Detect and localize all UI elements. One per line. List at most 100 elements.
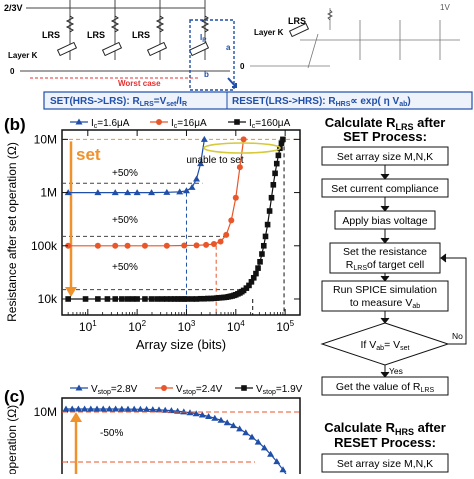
data-point (193, 296, 200, 302)
data-point (280, 136, 286, 143)
data-point (229, 422, 237, 429)
data-point (112, 242, 119, 249)
legend-label: Ic=16μA (171, 118, 207, 130)
arrow-icon (227, 77, 237, 88)
data-point (129, 296, 136, 302)
series-line-1 (68, 139, 245, 247)
yes-label: Yes (389, 366, 403, 376)
formula-set: SET(HRS->LRS): RLRS=Vset/IR (50, 96, 187, 108)
right-layer-label: Layer K (254, 28, 284, 37)
y-axis-label: Resistance after set operation (Ω) (5, 142, 19, 322)
right-1v-label: 1V (440, 3, 450, 12)
data-point (201, 295, 208, 302)
flow1-step5a: Run SPICE simulation (333, 284, 437, 296)
data-point (188, 183, 196, 190)
data-point (257, 258, 263, 265)
data-point (278, 140, 285, 146)
panel-c-curve-blue (66, 408, 290, 479)
data-point (124, 405, 132, 412)
data-point (148, 296, 155, 302)
pct-label-3: +50% (112, 262, 138, 273)
data-point (217, 416, 225, 423)
data-point (266, 208, 273, 214)
up-arrow-icon (70, 412, 82, 422)
flow1-step4b: RLRSof target cell (346, 259, 424, 272)
data-point (93, 405, 101, 412)
data-point (253, 270, 259, 277)
data-point (228, 217, 235, 224)
panel-c-frame (61, 397, 301, 479)
data-point (223, 231, 230, 238)
data-point (65, 296, 71, 302)
panel-c: (c) Vstop=2.8V Vstop=2.4V Vstop=1.9V 10M o… (4, 384, 303, 479)
flow1-step4a: Set the resistance (343, 246, 427, 258)
flow1-step5b: to measure Vab (350, 297, 420, 310)
unable-label: unable to set (186, 155, 243, 166)
data-point (134, 296, 140, 302)
layer-label: Layer K (8, 51, 38, 60)
flow1-title-2: SET Process: (343, 129, 427, 144)
data-point (260, 444, 268, 451)
data-point (182, 187, 190, 194)
plot-frame (61, 129, 301, 316)
data-point (112, 405, 120, 412)
legend-marker (241, 385, 247, 391)
panel-c-pct: -50% (100, 428, 123, 439)
a-label: a (226, 43, 231, 52)
data-point (94, 189, 102, 196)
worst-case-label: Worst case (118, 79, 161, 88)
circuit-diagram: 2/3V Layer K 0 LRS LRS LRS IR a b Worst … (4, 0, 473, 110)
data-point (204, 295, 211, 302)
panel-c-legend: Vstop=2.8V Vstop=2.4V Vstop=1.9V (70, 384, 303, 396)
data-point (275, 152, 282, 159)
flowchart-reset: Calculate RHRS after RESET Process: Set … (321, 420, 449, 473)
data-point (217, 238, 224, 245)
series-group (64, 135, 286, 302)
data-point (130, 405, 138, 412)
mini-circuit (250, 8, 460, 69)
data-point (81, 405, 89, 412)
data-point (184, 296, 190, 302)
panel-c-label: (c) (4, 387, 25, 406)
flow1-step1: Set array size M,N,K (337, 151, 433, 163)
data-point (119, 296, 125, 302)
data-point (164, 296, 170, 302)
legend-label: Ic=1.6μA (91, 118, 130, 130)
pct-label-1: +50% (112, 168, 138, 179)
data-point (270, 181, 277, 188)
data-point (268, 194, 275, 201)
data-point (62, 405, 70, 412)
data-point (242, 429, 250, 436)
pct-label-2: +50% (112, 215, 138, 226)
data-point (124, 242, 131, 249)
data-point (240, 136, 247, 143)
voltage-label: 2/3V (4, 3, 23, 13)
legend-marker (234, 119, 240, 125)
x-tick-label: 105 (276, 319, 294, 334)
data-point (273, 160, 280, 167)
data-point (95, 296, 101, 302)
x-tick-label: 101 (79, 319, 97, 334)
data-point (171, 296, 178, 302)
data-point (136, 405, 144, 412)
data-point (133, 189, 141, 196)
data-point (197, 160, 205, 167)
data-point (68, 405, 76, 412)
data-point (178, 296, 185, 302)
flow2-step1: Set array size M,N,K (337, 458, 433, 470)
data-point (248, 279, 255, 285)
data-point (193, 242, 200, 249)
legend-marker (75, 384, 83, 391)
flow2-title-2: RESET Process: (334, 435, 436, 450)
data-point (200, 135, 208, 142)
flow1-decision: If Vab= Vset (361, 339, 410, 352)
panel-c-ylabel: operation (Ω) (5, 405, 19, 474)
data-point (248, 433, 256, 440)
no-label: No (452, 331, 463, 341)
panel-c-ytick: 10M (34, 405, 57, 419)
set-label: set (76, 145, 101, 164)
right-lrs-label: LRS (288, 16, 306, 26)
legend-label: Vstop=2.4V (176, 384, 223, 396)
data-point (254, 438, 262, 445)
flow2-title-1: Calculate RHRS after (324, 420, 446, 437)
